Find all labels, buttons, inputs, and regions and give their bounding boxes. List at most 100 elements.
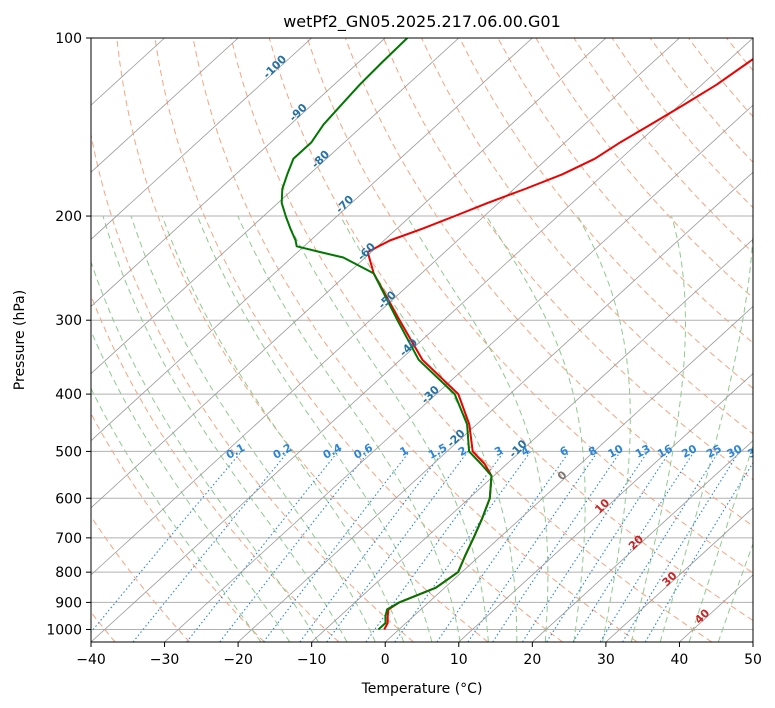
isotherm-line [237, 171, 753, 642]
moist-adiabat [406, 215, 549, 642]
y-tick-label: 500 [55, 444, 82, 460]
mixing-ratio-line [132, 451, 289, 642]
mixing-ratio-label: 1.5 [426, 441, 449, 462]
isotherm-line [384, 305, 753, 642]
isotherm-line [91, 38, 460, 375]
isotherm-line [91, 38, 386, 307]
isotherm-label: -70 [333, 193, 356, 216]
x-tick-label: 50 [744, 652, 762, 668]
dry-adiabat [726, 38, 753, 72]
isotherm-label: -20 [444, 427, 467, 450]
x-tick-label: −30 [150, 652, 180, 668]
sounding-profiles [280, 38, 753, 631]
mixing-ratio-line [492, 451, 622, 642]
mixing-ratio-label: 0.6 [352, 441, 376, 462]
dry-adiabat [91, 294, 340, 642]
dry-adiabat [649, 38, 753, 163]
dry-adiabat [687, 38, 753, 118]
chart-title: wetPf2_GN05.2025.217.06.00.G01 [283, 12, 561, 32]
mixing-ratio-line [263, 451, 410, 642]
mixing-ratio-line [546, 451, 671, 642]
isotherm-line [752, 641, 753, 642]
mixing-ratio-label: 0.2 [271, 441, 294, 462]
moist-adiabat [91, 387, 262, 642]
isotherm-label: -60 [355, 240, 378, 263]
isotherm-line [458, 373, 753, 642]
isotherm-label: 40 [692, 606, 712, 626]
dry-adiabat [192, 38, 638, 642]
y-tick-label: 900 [55, 595, 82, 611]
isotherm-line [91, 38, 312, 240]
mixing-ratio-line [622, 451, 740, 642]
y-tick-label: 100 [55, 31, 82, 47]
moist-adiabat [91, 329, 291, 642]
x-tick-label: −20 [223, 652, 253, 668]
x-axis: −40 −30 −20 −10 0 10 20 30 40 50 [76, 642, 762, 668]
x-tick-label: 0 [381, 652, 390, 668]
skewed-isotherms [91, 38, 753, 642]
x-tick-label: 40 [671, 652, 689, 668]
isotherm-line [91, 38, 753, 642]
mixing-ratio-label: 13 [633, 442, 653, 461]
dry-adiabat [154, 38, 563, 642]
y-tick-label: 1000 [46, 622, 82, 638]
dry-adiabat [91, 132, 414, 642]
dewpoint-profile [280, 38, 493, 631]
isotherm-line [91, 38, 607, 509]
dry-adiabat [116, 38, 489, 642]
isotherm-line [532, 440, 753, 642]
dry-adiabat [765, 38, 775, 642]
x-axis-title: Temperature (°C) [361, 681, 483, 697]
mixing-ratio-line [522, 451, 649, 642]
isotherm-line [91, 38, 239, 173]
moist-adiabat [688, 444, 753, 642]
mixing-ratio-lines [91, 451, 753, 642]
moist-adiabat [102, 215, 348, 642]
mixing-ratio-label: 10 [606, 442, 626, 461]
dry-adiabat [91, 412, 265, 642]
mixing-ratio-label: 30 [725, 442, 745, 461]
y-tick-label: 300 [55, 313, 82, 329]
isotherm-label: 10 [592, 496, 612, 516]
moist-adiabat [339, 215, 518, 642]
isotherm-label: -30 [419, 383, 442, 406]
moist-adiabats [91, 215, 753, 642]
y-tick-label: 200 [55, 209, 82, 225]
mixing-ratio-label: 0.4 [321, 441, 345, 462]
moist-adiabat [237, 215, 461, 642]
mixing-ratio-label: 36 [745, 442, 765, 461]
mixing-ratio-label: 16 [655, 442, 675, 461]
dry-adiabat [306, 38, 753, 574]
dry-adiabat [91, 515, 191, 642]
x-tick-label: 20 [523, 652, 541, 668]
pressure-gridlines [91, 38, 753, 630]
mixing-ratio-line [91, 451, 242, 633]
moist-adiabat [161, 215, 405, 642]
x-tick-label: 30 [597, 652, 615, 668]
mixing-ratio-line [467, 451, 599, 642]
isotherm-line [164, 104, 753, 642]
isotherm-label: 20 [626, 532, 646, 552]
moist-adiabat [630, 215, 686, 642]
moist-adiabat [130, 215, 376, 642]
isotherm-label: -80 [309, 148, 332, 171]
mixing-ratio-label: 25 [704, 442, 724, 461]
isotherm-line [91, 38, 680, 576]
mixing-ratio-line [365, 451, 505, 642]
moist-adiabat [91, 260, 319, 642]
y-tick-label: 800 [55, 565, 82, 581]
mixing-ratio-label: 20 [679, 442, 699, 461]
y-axis-title: Pressure (hPa) [12, 290, 28, 390]
isotherm-line [605, 507, 753, 642]
dry-adiabat [573, 38, 753, 254]
x-tick-label: −40 [76, 652, 106, 668]
isotherm-label: -50 [376, 288, 399, 311]
plot-area: 0.1 0.2 0.4 0.6 1 1.5 2 3 4 6 8 10 13 16 20 25 30 36-100-… [91, 38, 775, 642]
mixing-ratio-line [436, 451, 570, 642]
mixing-ratio-line [299, 451, 444, 642]
moist-adiabat [577, 215, 631, 642]
y-tick-label: 700 [55, 531, 82, 547]
x-tick-label: 10 [450, 652, 468, 668]
dry-adiabat [230, 38, 713, 642]
